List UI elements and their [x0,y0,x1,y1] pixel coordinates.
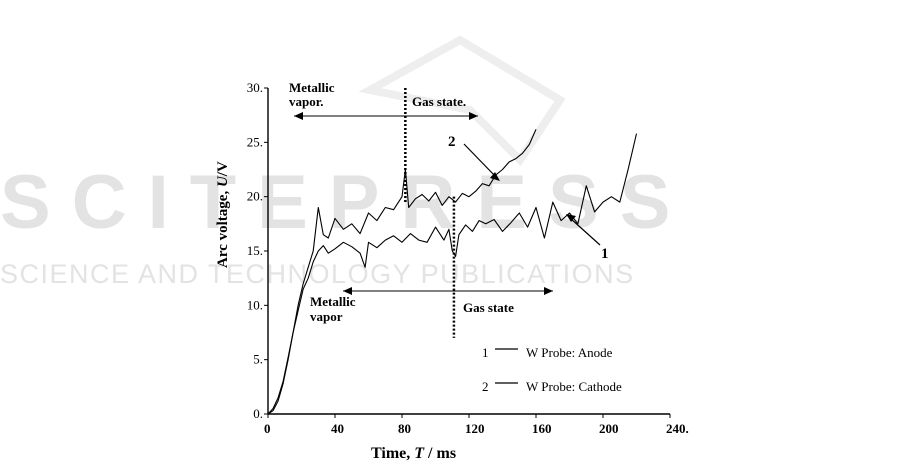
top-arrow-right-head [469,112,478,120]
y-tick-label: 0. [253,406,263,421]
legend-item-1-num: 1 [482,345,489,360]
y-axis-label: Arc voltage, U/V [215,161,231,268]
top-arrow-left-head [294,112,303,120]
y-tick-label: 30. [247,80,263,95]
bottom-arrow-right-head [544,287,553,295]
axes: 0. 5. 10. 15. 20. 25. 30. 0 40 80 120 160 200 240. [247,80,689,436]
series-1-pointer-label: 1 [601,246,609,262]
watermark-sub: SCIENCE AND TECHNOLOGY PUBLICATIONS [0,259,635,289]
y-axis-label-var: U [215,175,231,187]
x-ticks: 0 40 80 120 160 200 240. [264,414,689,436]
annotations: Metallic vapor. Gas state. Metallic vapo… [289,80,609,324]
legend: 1 W Probe: Anode 2 W Probe: Cathode [482,345,622,394]
legend-item-1-text: W Probe: Anode [526,345,613,360]
series-2-pointer-line [463,143,497,178]
annot-top-metallic-line2: vapor. [289,94,324,109]
x-tick-label: 240. [666,421,689,436]
legend-item-2-num: 2 [482,379,489,394]
x-axis-label-prefix: Time, [371,445,414,462]
x-axis-label: Time, T / ms [371,445,456,462]
x-axis-label-unit: / ms [424,445,456,462]
watermark: SCITEPRESS SCIENCE AND TECHNOLOGY PUBLIC… [0,35,691,289]
x-tick-label: 40 [331,421,344,436]
annot-top-metallic-line1: Metallic [289,80,335,95]
watermark-logo [358,35,566,167]
x-tick-label: 200 [599,421,619,436]
x-axis-label-var: T [414,445,425,462]
legend-item-2: 2 W Probe: Cathode [482,379,622,394]
series-2-pointer-head [490,172,500,181]
bottom-arrow-left-head [343,287,352,295]
y-tick-label: 20. [247,189,263,204]
series-1-line [267,133,638,415]
x-tick-label: 0 [264,421,271,436]
series-2-pointer-label: 2 [448,134,456,150]
annot-bottom-metallic-line1: Metallic [310,294,356,309]
annot-bottom-metallic-line2: vapor [310,309,343,324]
series-1-pointer-head [566,214,576,222]
y-ticks: 0. 5. 10. 15. 20. 25. 30. [247,80,268,421]
y-axis-label-prefix: Arc voltage, [215,187,231,268]
y-axis-label-unit: /V [215,161,231,177]
annot-bottom-gas: Gas state [463,300,514,315]
legend-item-2-text: W Probe: Cathode [526,379,622,394]
divider-layer [404,88,456,338]
watermark-main: SCITEPRESS [0,160,691,245]
series-2-line [267,129,537,415]
y-tick-label: 5. [253,352,263,367]
series-layer [267,129,638,415]
y-tick-label: 10. [247,297,263,312]
annot-top-gas: Gas state. [412,94,466,109]
x-tick-label: 120 [465,421,485,436]
y-tick-label: 25. [247,134,263,149]
series-1-pointer-line [569,217,601,246]
legend-item-1: 1 W Probe: Anode [482,345,613,360]
x-tick-label: 160 [532,421,552,436]
y-tick-label: 15. [247,243,263,258]
x-tick-label: 80 [398,421,411,436]
